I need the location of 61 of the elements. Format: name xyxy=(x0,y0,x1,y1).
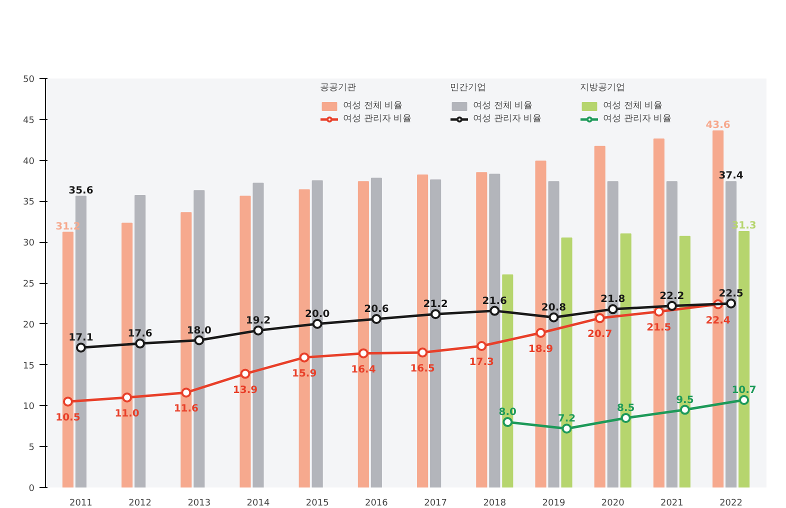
data-label: 17.3 xyxy=(469,356,494,368)
data-label: 22.4 xyxy=(706,315,730,326)
y-tick-label: 25 xyxy=(23,280,34,290)
data-label: 37.4 xyxy=(718,170,744,182)
legend-label: 여성 관리자 비율 xyxy=(473,113,542,125)
data-label: 20.0 xyxy=(305,308,330,320)
text: 지방공기업 xyxy=(580,83,625,93)
y-tick-label: 30 xyxy=(23,238,35,249)
y-tick-label: 20 xyxy=(23,320,35,330)
data-label: 17.6 xyxy=(128,328,152,340)
data-label: 20.6 xyxy=(364,304,389,315)
x-tick-label: 2012 xyxy=(128,498,152,508)
data-label: 21.5 xyxy=(646,322,672,334)
x-tick-label: 2013 xyxy=(188,498,211,508)
x-tick-label: 2011 xyxy=(70,498,92,508)
x-tick-label: 2018 xyxy=(483,498,506,508)
data-label: 21.8 xyxy=(600,294,626,306)
data-label: 35.6 xyxy=(68,185,94,196)
data-label: 21.2 xyxy=(423,299,448,310)
data-label: 16.4 xyxy=(351,364,376,376)
data-label: 18.0 xyxy=(186,325,212,336)
data-label: 43.6 xyxy=(706,120,730,131)
y-tick-label: 40 xyxy=(23,156,35,167)
data-label: 18.9 xyxy=(528,344,554,355)
y-tick-label: 5 xyxy=(28,443,35,454)
y-tick-label: 35 xyxy=(23,198,34,208)
x-tick-label: 2021 xyxy=(660,498,684,508)
data-label: 22.5 xyxy=(718,288,744,300)
y-tick-label: 50 xyxy=(23,75,35,85)
data-label: 21.6 xyxy=(482,296,508,307)
legend-label: 여성 전체 비율 xyxy=(603,100,663,112)
data-label: 22.2 xyxy=(660,290,684,302)
data-label: 17.1 xyxy=(68,332,94,344)
x-tick-label: 2019 xyxy=(542,498,566,508)
legend-label: 여성 관리자 비율 xyxy=(343,113,412,125)
data-label: 19.2 xyxy=(246,315,271,326)
data-label: 10.7 xyxy=(732,384,756,396)
data-label: 31.3 xyxy=(732,220,756,232)
data-label: 20.8 xyxy=(541,302,566,314)
data-label: 11.0 xyxy=(114,408,140,420)
data-label: 15.9 xyxy=(292,368,317,380)
x-tick-label: 2014 xyxy=(246,498,270,508)
legend-label: 여성 전체 비율 xyxy=(343,100,403,112)
y-tick-label: 10 xyxy=(23,402,35,412)
data-label: 20.7 xyxy=(588,329,612,340)
data-label: 13.9 xyxy=(232,384,258,396)
text: 민간기업 xyxy=(450,83,486,93)
x-tick-label: 2016 xyxy=(365,498,388,508)
y-tick-label: 0 xyxy=(28,484,35,494)
data-label: 10.5 xyxy=(56,412,80,424)
x-tick-label: 2017 xyxy=(424,498,448,508)
text: 공공기관 xyxy=(320,83,356,93)
y-tick-label: 45 xyxy=(23,116,34,126)
y-tick-label: 15 xyxy=(23,361,34,372)
x-tick-label: 2022 xyxy=(720,498,742,508)
x-tick-label: 2015 xyxy=(306,498,329,508)
data-label: 16.5 xyxy=(410,364,435,375)
legend-label: 여성 관리자 비율 xyxy=(603,113,672,125)
x-tick-label: 2020 xyxy=(601,498,625,508)
legend-label: 여성 전체 비율 xyxy=(473,100,533,112)
data-label: 11.6 xyxy=(174,404,199,415)
